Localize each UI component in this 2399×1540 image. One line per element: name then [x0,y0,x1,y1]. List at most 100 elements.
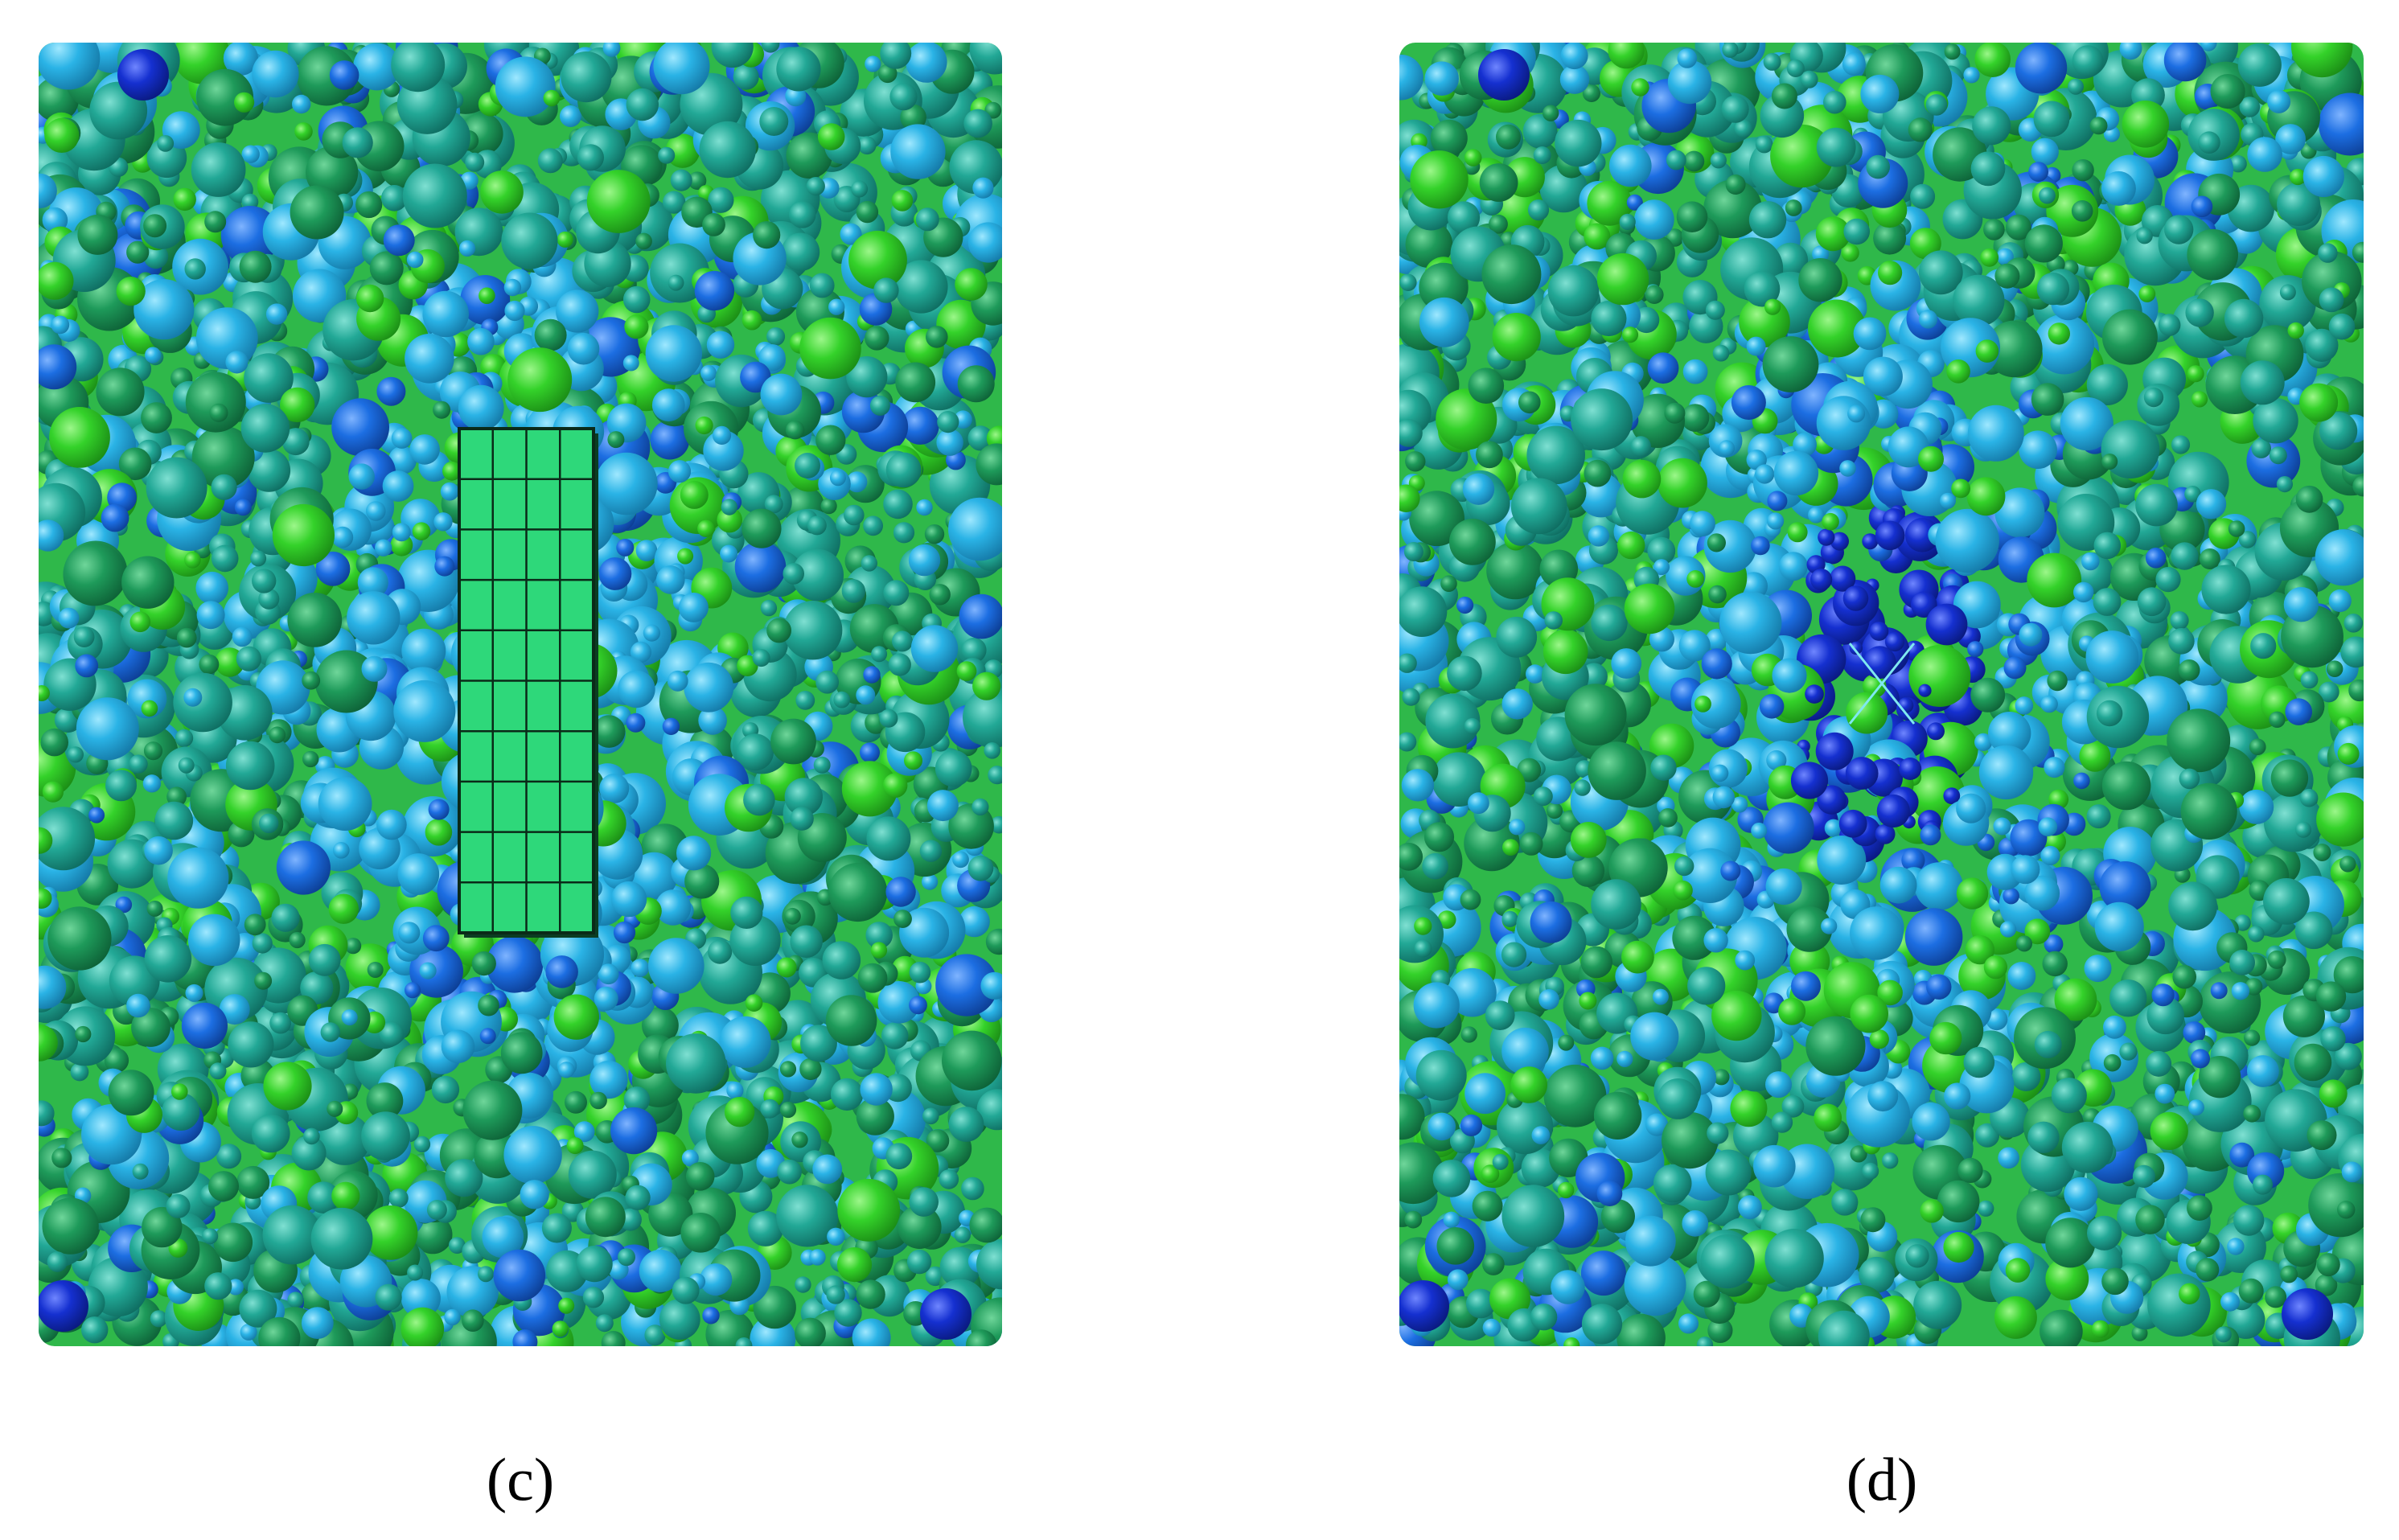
particle [848,230,907,290]
particle [441,1029,475,1064]
particle [1994,487,2045,538]
particle [2328,589,2352,613]
particle [2172,965,2196,989]
particle [292,94,311,114]
particle [239,250,272,283]
particle [759,107,789,136]
particle [972,671,1001,700]
particle [173,187,196,211]
particle [1682,359,1708,384]
particle [1850,1145,1867,1163]
particle [262,1205,322,1265]
particle [2263,792,2324,852]
particle [2185,298,2214,327]
particle [145,347,162,363]
particle [392,523,411,542]
particle [733,64,759,90]
particle [939,1169,959,1189]
particle [448,1237,466,1254]
particle [2287,322,2304,339]
particle [1734,119,1752,138]
particle [2198,1056,2241,1099]
particle [42,781,64,803]
particle [2073,581,2094,603]
particle [760,1099,780,1119]
particle [241,193,259,211]
particle [367,962,384,978]
particle [1519,832,1543,856]
particle [766,618,791,643]
particle [879,708,898,728]
particle [146,900,163,917]
particle [39,965,67,1009]
particle [412,522,431,540]
particle [885,1143,913,1170]
particle [2179,1283,2200,1305]
particle [724,1097,755,1127]
particle [355,284,384,313]
particle [462,1309,484,1332]
particle [1927,722,1945,741]
particle [240,404,290,453]
particle [1472,1190,1503,1222]
particle [631,959,650,978]
particle [543,89,561,107]
particle [2253,1174,2273,1195]
particle [129,611,151,633]
particle [287,1292,304,1308]
particle [747,1210,784,1246]
particle [376,376,406,406]
particle [873,277,899,303]
particle [388,1188,409,1208]
particle [2253,398,2298,444]
particle [2315,1274,2338,1296]
particle [211,474,237,500]
particle [2039,187,2056,204]
particle [401,1307,445,1346]
particle [1842,585,1869,611]
particle [2005,214,2031,240]
particle [388,446,417,474]
particle [1878,261,1903,285]
particle [967,222,1002,263]
particle [799,1057,822,1081]
particle [204,211,227,233]
particle [379,1021,404,1046]
particle [926,790,959,822]
particle [2031,138,2059,166]
particle [269,726,286,744]
particle [1882,1152,1899,1169]
particle [1590,1046,1614,1070]
particle [1978,1200,1994,1217]
particle [2158,314,2181,336]
particle [1674,856,1694,877]
particle [702,1307,720,1324]
particle [131,1008,170,1047]
particle [626,88,659,121]
particle [49,407,110,468]
particle [191,142,246,197]
particle [963,109,992,138]
particle [668,274,684,291]
particle [383,224,415,257]
particle [2300,671,2319,689]
particle [625,1185,651,1210]
particle [1399,419,1423,447]
particle [828,862,888,922]
particle [2269,446,2287,465]
particle [948,497,1002,561]
particle [1963,1046,1995,1078]
particle [44,117,80,153]
particle [954,1226,972,1243]
particle [1447,655,1482,692]
particle [2348,679,2364,702]
particle [712,425,732,446]
particle [331,526,354,548]
particle [770,718,816,765]
particle [1509,819,1526,836]
particle [812,1154,843,1185]
particle [2119,43,2142,60]
particle [465,152,485,172]
particle [1460,1114,1483,1136]
particle [507,347,573,413]
